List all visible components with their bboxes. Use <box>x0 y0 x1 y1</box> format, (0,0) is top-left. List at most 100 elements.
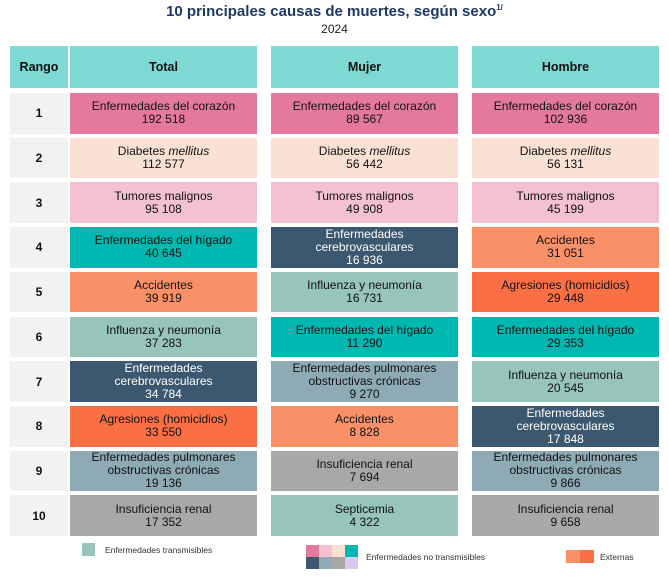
mujer-cause-cell: Septicemia 4 322 <box>271 495 458 536</box>
cause-name: Insuficiencia renal <box>517 501 614 516</box>
hombre-cause-cell: Enfermedades del corazón 102 936 <box>472 93 659 134</box>
rank-cell: 1 <box>10 93 68 134</box>
cause-name: Tumores malignos <box>315 188 414 203</box>
cause-name: Influenza y neumonía <box>307 278 422 293</box>
cause-name: Enfermedades del corazón <box>292 99 437 114</box>
cause-value: 16 936 <box>346 252 383 267</box>
rank-cell: 7 <box>10 361 68 402</box>
mujer-cause-cell: Enfermedades pulmonares obstructivas cró… <box>271 361 458 402</box>
total-cause-cell: Enfermedades del corazón 192 518 <box>70 93 257 134</box>
cause-name: Agresiones (homicidios) <box>501 278 630 293</box>
rank-cell: 9 <box>10 450 68 492</box>
cause-name: Insuficiencia renal <box>115 501 212 516</box>
hombre-column: Hombre Enfermedades del corazón 102 936 Di… <box>472 46 659 536</box>
hombre-header: Hombre <box>472 46 659 88</box>
mujer-cause-cell: Insuficiencia renal 7 694 <box>271 450 458 492</box>
mujer-cause-cell: Enfermedades del hígado 11 290 <box>271 316 458 358</box>
cause-value: 29 448 <box>547 291 584 306</box>
rank-cell: 10 <box>10 495 68 536</box>
hombre-cause-cell: Enfermedades del hígado 29 353 <box>472 316 659 358</box>
legend-swatch-transmisibles <box>82 543 95 556</box>
legend-externas: Externas <box>566 550 634 563</box>
hombre-cause-cell: Accidentes 31 051 <box>472 227 659 268</box>
cause-name: Influenza y neumonía <box>508 367 623 382</box>
cause-name: Insuficiencia renal <box>316 456 413 471</box>
cause-value: 9 866 <box>550 476 581 491</box>
hombre-cause-cell: Influenza y neumonía 20 545 <box>472 361 659 402</box>
cause-value: 7 694 <box>349 469 380 484</box>
cause-name: Enfermedades pulmonares obstructivas cró… <box>292 361 437 389</box>
total-cause-cell: Enfermedades pulmonares obstructivas cró… <box>70 450 257 492</box>
cause-value: 56 131 <box>547 157 584 172</box>
cause-value: 8 828 <box>349 425 380 440</box>
hombre-cause-cell: Insuficiencia renal 9 658 <box>472 495 659 536</box>
cause-name: Diabetes mellitus <box>117 144 210 159</box>
cause-value: 9 658 <box>550 514 581 529</box>
total-cause-cell: Agresiones (homicidios) 33 550 <box>70 405 257 447</box>
cause-value: 17 848 <box>547 431 584 446</box>
legend-label-no-transmisibles: Enfermedades no transmisibles <box>366 552 486 562</box>
cause-name: Enfermedades del corazón <box>91 99 236 114</box>
cause-name: Enfermedades del hígado <box>295 322 434 337</box>
mujer-header: Mujer <box>271 46 458 88</box>
legend-label-transmisibles: Enfermedades transmisibles <box>105 544 213 555</box>
cause-value: 39 919 <box>145 291 182 306</box>
mujer-cause-cell: Accidentes 8 828 <box>271 405 458 447</box>
cause-value: 29 353 <box>547 335 584 350</box>
cause-value: 192 518 <box>141 112 186 127</box>
cause-name: Influenza y neumonía <box>106 322 221 337</box>
mujer-cause-cell: Tumores malignos 49 908 <box>271 182 458 224</box>
rank-cell: 5 <box>10 271 68 313</box>
mujer-cause-cell: Enfermedades del corazón 89 567 <box>271 93 458 134</box>
cause-name: Enfermedades pulmonares obstructivas cró… <box>91 450 236 478</box>
cause-value: 112 577 <box>142 157 185 172</box>
cause-value: 102 936 <box>543 112 588 127</box>
rank-cell: 8 <box>10 405 68 447</box>
legend-transmisibles: Enfermedades transmisibles <box>82 543 212 556</box>
cause-value: 31 051 <box>547 246 584 261</box>
legend-swatch-externas-1 <box>566 550 580 563</box>
rank-cell: 4 <box>10 227 68 268</box>
rank-header: Rango <box>10 46 68 88</box>
cause-value: 11 290 <box>346 335 383 350</box>
cause-value: 16 731 <box>346 291 383 306</box>
cause-value: 56 442 <box>346 157 383 172</box>
total-cause-cell: Influenza y neumonía 37 283 <box>70 316 257 358</box>
page-subtitle-year: 2024 <box>321 22 348 36</box>
total-header: Total <box>70 46 257 88</box>
title-footnote: 1/ <box>496 3 503 12</box>
total-cause-cell: Accidentes 39 919 <box>70 271 257 313</box>
cause-value: 40 645 <box>145 246 182 261</box>
hombre-cause-cell: Enfermedades cerebrovasculares 17 848 <box>472 405 659 447</box>
cause-name: Accidentes <box>536 233 595 248</box>
cause-name: Enfermedades pulmonares obstructivas cró… <box>493 450 638 478</box>
rank-cell: 3 <box>10 182 68 224</box>
cause-name: Agresiones (homicidios) <box>99 412 228 427</box>
cause-value: 49 908 <box>346 201 383 216</box>
cause-value: 34 784 <box>145 387 182 402</box>
rank-column: Rango 1 2 3 4 5 6 7 8 9 10 <box>10 46 68 536</box>
rank-cell: 2 <box>10 137 68 179</box>
cause-name: Tumores malignos <box>516 188 615 203</box>
cause-value: 17 352 <box>145 514 182 529</box>
legend-swatch-no-transmisibles <box>306 545 358 569</box>
cause-name: Enfermedades del hígado <box>94 233 233 248</box>
legend-swatch-externas-2 <box>580 550 594 563</box>
cause-name: Accidentes <box>335 412 394 427</box>
page-title: 10 principales causas de muertes, según … <box>166 3 503 20</box>
mujer-cause-cell: Diabetes mellitus 56 442 <box>271 137 458 179</box>
cause-name: Enfermedades cerebrovasculares <box>315 226 414 254</box>
total-cause-cell: Enfermedades cerebrovasculares 34 784 <box>70 361 257 402</box>
cause-value: 9 270 <box>349 387 380 402</box>
mujer-cause-cell: Influenza y neumonía 16 731 <box>271 271 458 313</box>
hombre-cause-cell: Diabetes mellitus 56 131 <box>472 137 659 179</box>
mujer-column: Mujer Enfermedades del corazón 89 567 Diab… <box>271 46 458 536</box>
cause-name: Enfermedades del hígado <box>496 322 635 337</box>
cause-value: 19 136 <box>145 476 182 491</box>
cause-name: Enfermedades del corazón <box>493 99 638 114</box>
cause-name: Septicemia <box>334 501 395 516</box>
legend-label-externas: Externas <box>600 551 634 562</box>
total-cause-cell: Enfermedades del hígado 40 645 <box>70 227 257 268</box>
cause-value: 37 283 <box>145 335 182 350</box>
total-cause-cell: Insuficiencia renal 17 352 <box>70 495 257 536</box>
